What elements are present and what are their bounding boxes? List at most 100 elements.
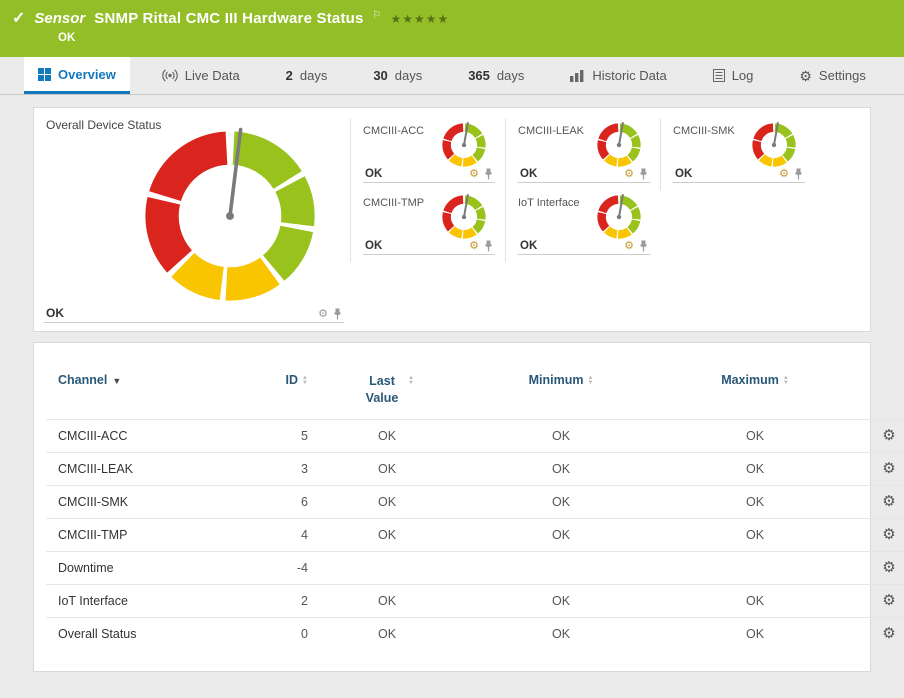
column-label-channel: Channel [58, 373, 108, 387]
channel-name: CMCIII-ACC [46, 418, 228, 453]
channel-settings-gear-icon[interactable]: ⚙ [882, 493, 896, 511]
tab-log[interactable]: Log [699, 57, 768, 94]
channel-settings-gear-icon[interactable]: ⚙ [882, 592, 896, 610]
tab-365-days-number: 365 [468, 68, 490, 83]
channel-name: CMCIII-TMP [46, 517, 228, 552]
channel-id: 0 [228, 616, 310, 650]
column-label-minimum: Minimum [528, 373, 584, 387]
channel-gauge [441, 122, 487, 168]
pin-icon[interactable] [639, 240, 648, 252]
channel-row: Overall Status 0 OK OK OK ⚙ [46, 616, 904, 650]
column-header-id[interactable]: ID ▲ ▼ [228, 369, 310, 419]
tab-30-days[interactable]: 30 days [359, 57, 436, 94]
column-header-minimum[interactable]: Minimum ▲ ▼ [464, 369, 658, 419]
gauge-settings-gear-icon[interactable]: ⚙ [469, 167, 479, 180]
gauge-settings-gear-icon[interactable]: ⚙ [469, 239, 479, 252]
gauge-settings-gear-icon[interactable]: ⚙ [624, 167, 634, 180]
channel-settings-gear-icon[interactable]: ⚙ [882, 625, 896, 643]
channel-gauge-panel: CMCIII-LEAK OK ⚙ [505, 118, 660, 190]
channel-actions-cell: ⚙ [852, 418, 904, 453]
channel-name: IoT Interface [46, 583, 228, 618]
column-header-maximum[interactable]: Maximum ▲ ▼ [658, 369, 852, 419]
sensor-overview-page: Overall Device Status OK ⚙ CMCIII-ACC OK [0, 107, 904, 672]
channel-gauge-status-row: OK ⚙ [363, 168, 495, 183]
sort-icon: ▲ ▼ [587, 375, 594, 386]
pin-icon[interactable] [639, 168, 648, 180]
live-data-icon [161, 69, 178, 82]
channel-row: IoT Interface 2 OK OK OK ⚙ [46, 583, 904, 618]
channel-row: CMCIII-TMP 4 OK OK OK ⚙ [46, 517, 904, 552]
tab-365-days[interactable]: 365 days [454, 57, 538, 94]
channel-maximum: OK [658, 583, 852, 618]
column-label-maximum: Maximum [721, 373, 779, 387]
channel-actions-cell: ⚙ [852, 517, 904, 552]
channel-last-value: OK [310, 451, 464, 486]
object-type-label: Sensor [34, 10, 86, 27]
channel-gauge [596, 122, 642, 168]
overview-grid-icon [38, 67, 51, 81]
overall-status-gauge [140, 126, 320, 306]
channel-gauge-panel: CMCIII-SMK OK ⚙ [660, 118, 815, 190]
channel-settings-gear-icon[interactable]: ⚙ [882, 427, 896, 445]
pin-icon[interactable] [484, 240, 493, 252]
channel-gauge-title: IoT Interface [518, 197, 580, 209]
gauge-settings-gear-icon[interactable]: ⚙ [318, 307, 328, 320]
channel-gauge-panel: CMCIII-ACC OK ⚙ [350, 118, 505, 190]
tab-2-days[interactable]: 2 days [272, 57, 342, 94]
status-check-icon: ✓ [12, 10, 26, 27]
channel-actions-cell: ⚙ [852, 451, 904, 486]
channel-name: Downtime [46, 550, 228, 585]
channel-minimum: OK [464, 451, 658, 486]
pin-icon[interactable] [794, 168, 803, 180]
tab-365-days-unit: days [496, 68, 525, 83]
tab-settings[interactable]: ⚙ Settings [785, 57, 880, 94]
channel-actions-cell: ⚙ [852, 484, 904, 519]
channel-gauge-status: OK [365, 240, 383, 252]
tab-30-days-number: 30 [373, 68, 388, 83]
column-header-last-value[interactable]: Last Value ▲ ▼ [310, 369, 464, 419]
channel-settings-gear-icon[interactable]: ⚙ [882, 526, 896, 544]
tab-overview[interactable]: Overview [24, 57, 130, 94]
channel-minimum [464, 550, 658, 585]
channel-minimum: OK [464, 484, 658, 519]
tab-2-days-unit: days [299, 68, 328, 83]
historic-data-chart-icon [570, 69, 585, 82]
main-gauge-title: Overall Device Status [46, 118, 162, 132]
channel-name: Overall Status [46, 616, 228, 650]
channel-minimum: OK [464, 616, 658, 650]
main-gauge-status: OK [46, 306, 64, 320]
flag-icon[interactable]: ⚐ [372, 10, 382, 21]
channel-minimum: OK [464, 583, 658, 618]
channel-row: Downtime -4 ⚙ [46, 550, 904, 585]
channel-minimum: OK [464, 517, 658, 552]
channel-id: 6 [228, 484, 310, 519]
channel-gauge-title: CMCIII-TMP [363, 197, 425, 209]
gauge-settings-gear-icon[interactable]: ⚙ [624, 239, 634, 252]
channel-settings-gear-icon[interactable]: ⚙ [882, 559, 896, 577]
channel-gauge [751, 122, 797, 168]
channel-gauge-title: CMCIII-SMK [673, 125, 735, 137]
channel-row: CMCIII-LEAK 3 OK OK OK ⚙ [46, 451, 904, 486]
pin-icon[interactable] [484, 168, 493, 180]
channel-last-value [310, 550, 464, 585]
channel-maximum: OK [658, 484, 852, 519]
channel-name: CMCIII-LEAK [46, 451, 228, 486]
channel-maximum: OK [658, 517, 852, 552]
priority-stars-icon[interactable]: ★★★★★ [390, 12, 450, 26]
pin-icon[interactable] [333, 308, 342, 320]
channel-last-value: OK [310, 616, 464, 650]
sort-icon: ▲ ▼ [782, 375, 789, 386]
channel-gauge-status-row: OK ⚙ [518, 168, 650, 183]
tab-historic-data[interactable]: Historic Data [556, 57, 680, 94]
sensor-title: SNMP Rittal CMC III Hardware Status [94, 10, 364, 27]
channel-actions-cell: ⚙ [852, 583, 904, 618]
channel-gauge-status: OK [520, 168, 538, 180]
tab-live-data[interactable]: Live Data [148, 57, 254, 94]
channel-gauge-panel: CMCIII-TMP OK ⚙ [350, 190, 505, 262]
column-header-channel[interactable]: Channel ▼ [46, 369, 228, 419]
channel-gauge-status: OK [365, 168, 383, 180]
sort-desc-icon: ▼ [112, 376, 122, 386]
gauge-settings-gear-icon[interactable]: ⚙ [779, 167, 789, 180]
column-label-id: ID [285, 373, 299, 387]
channel-settings-gear-icon[interactable]: ⚙ [882, 460, 896, 478]
